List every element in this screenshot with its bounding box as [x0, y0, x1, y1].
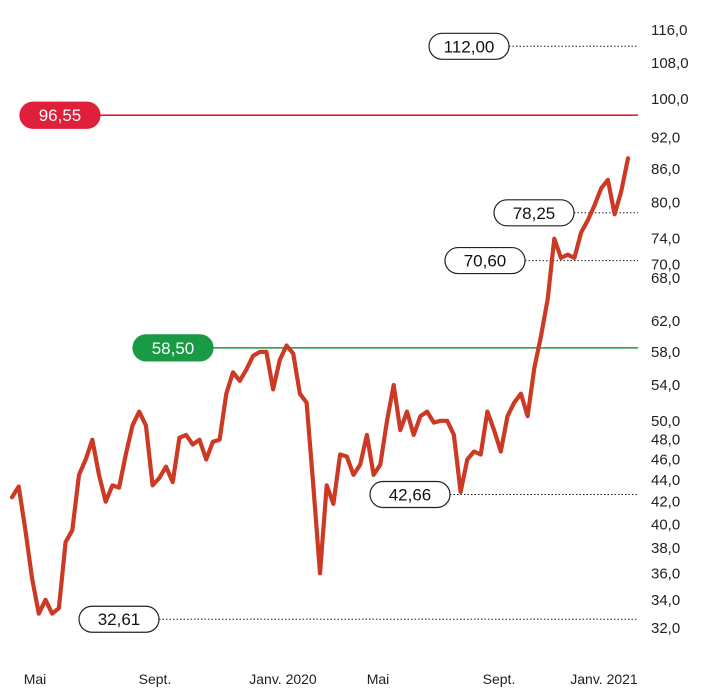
reference-lines	[60, 45, 638, 620]
y-tick-label: 40,0	[651, 516, 680, 533]
x-tick-label: Mai	[24, 671, 47, 687]
y-tick-label: 34,0	[651, 592, 680, 609]
reference-labels: 112,00 96,55 78,25 70,60 58,50 42,66 32,61	[19, 32, 575, 633]
y-tick-label: 70,0	[651, 257, 680, 274]
reference-pill: 32,61	[78, 605, 160, 633]
y-tick-label: 116,0	[651, 22, 687, 39]
y-tick-label: 32,0	[651, 620, 680, 637]
y-tick-label: 68,0	[651, 270, 680, 287]
reference-pill-label: 32,61	[98, 610, 141, 629]
y-tick-label: 48,0	[651, 432, 680, 449]
reference-pill-box	[19, 101, 101, 129]
y-tick-label: 36,0	[651, 565, 680, 582]
reference-pill-box	[493, 199, 575, 227]
reference-pill-label: 42,66	[389, 485, 432, 504]
y-tick-label: 108,0	[651, 55, 689, 72]
reference-pill-box	[444, 246, 526, 275]
reference-pill-label: 96,55	[39, 106, 82, 125]
reference-pill-label: 58,50	[152, 339, 195, 358]
reference-pill-box	[132, 334, 214, 362]
y-tick-label: 100,0	[651, 91, 689, 108]
reference-pill: 42,66	[369, 480, 451, 509]
reference-pill: 78,25	[493, 199, 575, 227]
reference-pill: 70,60	[444, 246, 526, 275]
x-tick-label: Sept.	[483, 671, 516, 687]
x-tick-label: Janv. 2020	[249, 671, 317, 687]
x-axis-ticks: Mai Sept. Janv. 2020 Mai Sept. Janv. 2021	[24, 671, 638, 687]
y-tick-label: 44,0	[651, 472, 680, 489]
y-tick-label: 54,0	[651, 377, 680, 394]
y-tick-label: 92,0	[651, 130, 680, 147]
series-layer	[9, 156, 631, 616]
y-tick-label: 50,0	[651, 413, 680, 430]
reference-pill-box	[428, 32, 510, 60]
reference-pill-box	[78, 605, 160, 633]
x-tick-label: Mai	[367, 671, 390, 687]
y-tick-label: 46,0	[651, 451, 680, 468]
reference-pill: 96,55	[19, 101, 101, 129]
y-axis-ticks: 116,0 108,0 100,0 92,0 86,0 80,0 74,0 70,068,0 6…	[651, 22, 689, 637]
x-tick-label: Janv. 2021	[570, 671, 638, 687]
reference-pill-label: 70,60	[464, 252, 507, 271]
x-tick-label: Sept.	[139, 671, 172, 687]
reference-pill-label: 78,25	[513, 204, 556, 223]
y-tick-label: 38,0	[651, 540, 680, 557]
reference-pill: 58,50	[132, 334, 214, 362]
y-tick-label: 86,0	[651, 161, 680, 178]
y-tick-label: 80,0	[651, 195, 680, 212]
y-tick-label: 62,0	[651, 313, 680, 330]
reference-pill-label: 112,00	[444, 37, 495, 56]
reference-pill-box	[369, 480, 451, 509]
reference-pill: 112,00	[428, 32, 510, 60]
price-series-line	[9, 156, 631, 616]
y-tick-label: 74,0	[651, 231, 680, 248]
y-tick-label: 42,0	[651, 494, 680, 511]
y-tick-label: 58,0	[651, 344, 680, 361]
